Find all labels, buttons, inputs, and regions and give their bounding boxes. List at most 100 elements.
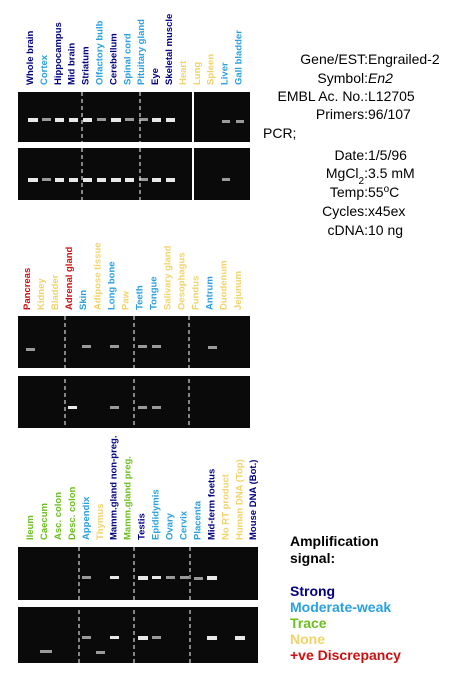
lane-label: Lung	[192, 62, 203, 85]
lane-label: Mamm.gland preg.	[123, 456, 134, 540]
info-value-text: En2	[368, 70, 393, 86]
lane-label: Adrenal gland	[64, 246, 75, 310]
info-value-text: 3.5 mM	[368, 165, 415, 181]
lane-label: Desc. colon	[67, 486, 78, 540]
info-value-end: C	[389, 184, 399, 200]
gel	[194, 92, 250, 142]
legend-item: Strong	[290, 583, 335, 599]
info-value: 55oC	[368, 184, 399, 201]
info-label: Temp:	[330, 184, 368, 200]
lane-label: Olfactory bulb	[95, 20, 106, 85]
gel-panel-1	[18, 92, 250, 200]
info-value: En2	[368, 70, 393, 86]
lane-label: Bladder	[50, 274, 61, 310]
lane-label: Mid-term foetus	[206, 469, 217, 540]
lane-label: Cervix	[178, 510, 189, 540]
info-label: Primers:	[316, 106, 368, 122]
info-value: 3.5 mM	[368, 165, 415, 181]
info-label-text: EMBL Ac. No.:	[277, 88, 368, 104]
lane-label: No RT product	[220, 473, 231, 540]
lane-label: Ovary	[165, 512, 176, 540]
lane-label: Striatum	[81, 46, 92, 85]
lane-label: Paw	[120, 290, 131, 310]
info-label: Date:	[335, 147, 368, 163]
legend-item: Moderate-weak	[290, 599, 391, 615]
bands	[28, 118, 244, 182]
lane-label: Thymus	[95, 504, 106, 540]
lane-label: Salivary gland	[163, 245, 174, 310]
lane-label: Asc. colon	[53, 492, 64, 540]
legend-item: +ve Discrepancy	[290, 647, 401, 663]
info-label-sub: 2	[359, 176, 365, 187]
info-value-text: x45ex	[368, 203, 405, 219]
info-value-text: L12705	[368, 88, 415, 104]
gel-panel-3	[18, 547, 258, 663]
info-value: L12705	[368, 88, 415, 104]
info-label-text: Symbol:	[317, 70, 368, 86]
info-value-text: Engrailed-2	[368, 51, 440, 67]
lane-label: Ileum	[25, 515, 36, 540]
bands	[26, 345, 217, 409]
info-label-text: MgCl	[326, 165, 359, 181]
lane-label: Skeletal muscle	[164, 14, 175, 85]
lane-label: Mamm.gland non-preg.	[109, 436, 120, 541]
info-value-text: 55	[368, 184, 384, 200]
gel	[194, 148, 250, 200]
info-value-text: 96/107	[368, 106, 411, 122]
lane-label: Gall bladder	[234, 30, 245, 85]
info-label: Gene/EST:	[300, 51, 368, 67]
gel-panel-2	[18, 316, 250, 428]
lane-label: Liver	[220, 62, 231, 85]
info-label: cDNA:	[328, 222, 368, 238]
info-value: Engrailed-2	[368, 51, 440, 67]
info-label-text: Gene/EST:	[300, 51, 368, 67]
info-value: 10 ng	[368, 222, 403, 238]
bands	[40, 576, 245, 654]
lane-label: Long bone	[106, 261, 117, 310]
legend-item: Trace	[290, 615, 327, 631]
info-label: Cycles:	[322, 203, 368, 219]
lane-label: Antrum	[205, 276, 216, 310]
gel	[18, 607, 258, 663]
lane-label: Placenta	[192, 500, 203, 540]
lane-label: Jejunum	[233, 271, 244, 310]
info-value-text: 10 ng	[368, 222, 403, 238]
lane-label: Tongue	[148, 276, 159, 310]
info-label-text: Temp:	[330, 184, 368, 200]
lane-label: Spleen	[206, 54, 217, 85]
lane-label: Caecum	[39, 503, 50, 540]
info-label-text: PCR;	[263, 125, 296, 141]
lane-label: Heart	[178, 60, 189, 85]
gel	[18, 547, 258, 600]
lane-label: Whole brain	[25, 30, 36, 85]
info-label: Symbol:	[317, 70, 368, 86]
info-label-end: :	[364, 165, 368, 181]
info-label: EMBL Ac. No.:	[277, 88, 368, 104]
lane-label: Cerebellum	[108, 33, 119, 85]
lane-label: Epididymis	[151, 489, 162, 540]
legend-title: Amplification	[290, 533, 379, 549]
lane-label: Duodenum	[219, 260, 230, 310]
lane-label: Mid brain	[67, 43, 78, 85]
info-value-sup: o	[384, 184, 390, 195]
lane-label: Adipose tissue	[92, 242, 103, 310]
lane-label: Testis	[137, 513, 148, 540]
info-value: 96/107	[368, 106, 411, 122]
gel	[18, 148, 192, 200]
info-label-text: Date:	[335, 147, 368, 163]
info-label-text: Primers:	[316, 106, 368, 122]
lane-label: Mouse DNA (Bot.)	[248, 460, 259, 540]
info-value-text: 1/5/96	[368, 147, 407, 163]
lane-label: Fundus	[191, 276, 202, 310]
info-label: PCR;	[263, 125, 296, 141]
lane-label: Spinal cord	[122, 33, 133, 85]
lane-label: Oesophagus	[177, 252, 188, 310]
lane-label: Cortex	[39, 54, 50, 85]
info-label-text: cDNA:	[328, 222, 368, 238]
gel	[18, 92, 192, 142]
lane-label: Skin	[78, 290, 89, 310]
lane-label: Hippocampus	[53, 22, 64, 85]
lane-label: Teeth	[134, 285, 145, 310]
lane-label: Appendix	[81, 496, 92, 540]
